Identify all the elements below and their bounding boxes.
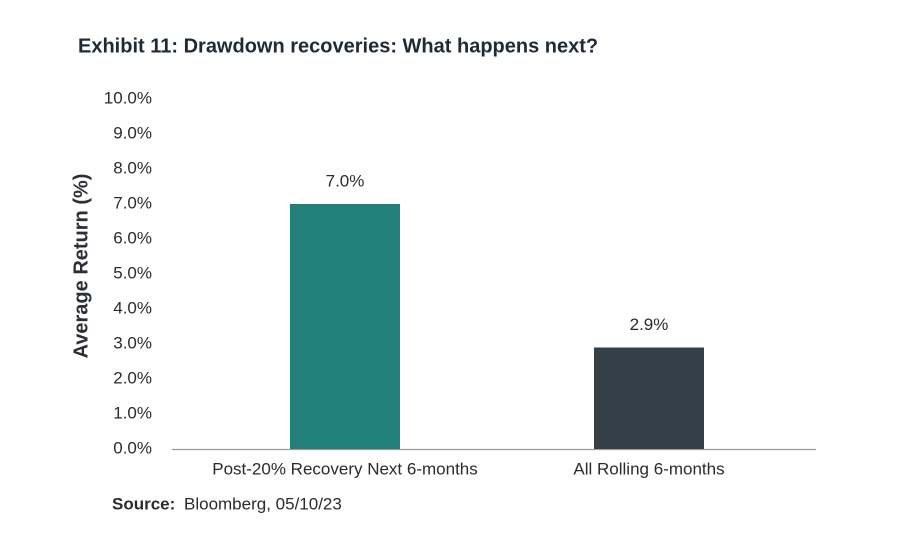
chart-title: Exhibit 11: Drawdown recoveries: What ha…	[78, 35, 598, 57]
y-tick-label: 10.0%	[104, 88, 152, 107]
y-tick-label: 7.0%	[113, 193, 152, 212]
y-axis-label: Average Return (%)	[70, 174, 92, 359]
y-tick-label: 4.0%	[113, 298, 152, 317]
y-tick-label: 2.0%	[113, 368, 152, 387]
y-tick-label: 6.0%	[113, 228, 152, 247]
bar	[290, 204, 400, 449]
y-tick-label: 0.0%	[113, 438, 152, 457]
y-tick-label: 9.0%	[113, 123, 152, 142]
source-label: Source:	[112, 494, 175, 513]
y-tick-label: 1.0%	[113, 403, 152, 422]
y-tick-label: 8.0%	[113, 158, 152, 177]
bar	[594, 347, 704, 449]
data-label: 7.0%	[326, 171, 365, 190]
source: Bloomberg, 05/10/23	[184, 494, 342, 513]
y-tick-label: 5.0%	[113, 263, 152, 282]
data-label: 2.9%	[630, 315, 669, 334]
x-tick-label: All Rolling 6-months	[573, 459, 724, 478]
y-tick-label: 3.0%	[113, 333, 152, 352]
x-tick-label: Post-20% Recovery Next 6-months	[212, 459, 478, 478]
